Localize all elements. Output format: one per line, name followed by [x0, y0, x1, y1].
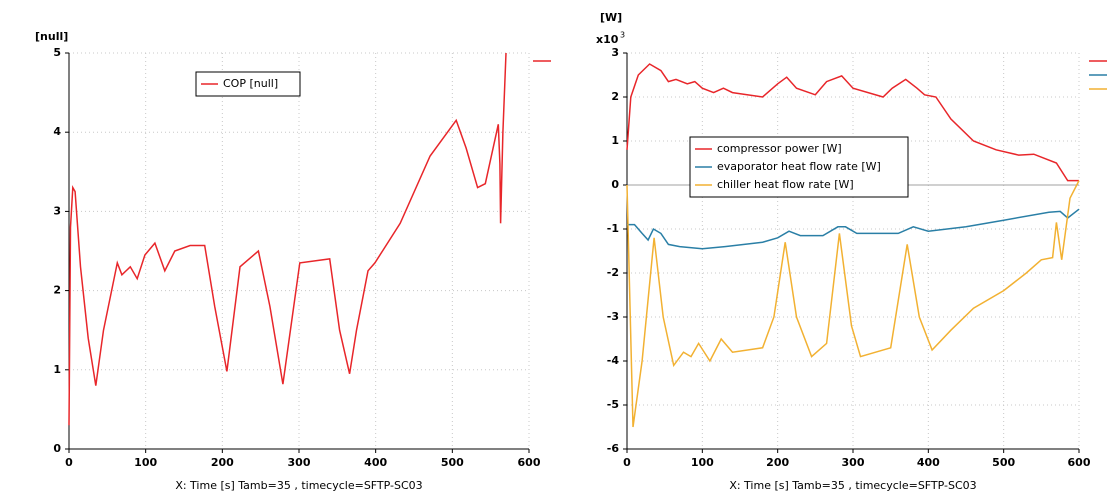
x-tick-label: 100	[134, 456, 157, 469]
x-tick-label: 400	[917, 456, 940, 469]
y-tick-label: 0	[611, 178, 619, 191]
data-line	[626, 180, 1080, 428]
y-tick-label: 3	[611, 46, 619, 59]
legend-label: compressor power [W]	[717, 142, 842, 155]
chart: 0 100 200 300 400 500 600 0 1 2 3 4 5 [null] X: Time […	[35, 30, 551, 492]
y-tick-label: -3	[607, 310, 619, 323]
y-multiplier: x10	[596, 33, 619, 46]
y-tick-label: -1	[607, 222, 619, 235]
legend-label: chiller heat flow rate [W]	[717, 178, 854, 191]
x-tick-label: 300	[842, 456, 865, 469]
y-tick-label: 3	[53, 204, 61, 217]
y-tick-label: 2	[53, 284, 61, 297]
x-tick-label: 400	[364, 456, 387, 469]
y-tick-label: -6	[607, 442, 620, 455]
legend-label: COP [null]	[223, 77, 278, 90]
x-tick-label: 600	[518, 456, 541, 469]
data-line	[626, 63, 1079, 182]
y-exponent: 3	[620, 31, 625, 40]
y-tick-label: 5	[53, 46, 61, 59]
y-tick-label: 4	[53, 125, 61, 138]
y-tick-label: 1	[53, 363, 61, 376]
legend-label: evaporator heat flow rate [W]	[717, 160, 881, 173]
y-tick-label: 0	[53, 442, 61, 455]
x-tick-label: 200	[211, 456, 234, 469]
x-axis-label: X: Time [s] Tamb=35 , timecycle=SFTP-SC0…	[175, 479, 422, 492]
y-tick-label: -4	[607, 354, 620, 367]
x-tick-label: 0	[65, 456, 73, 469]
y-tick-label: 2	[611, 90, 619, 103]
x-axis-label: X: Time [s] Tamb=35 , timecycle=SFTP-SC0…	[729, 479, 976, 492]
x-tick-label: 300	[288, 456, 311, 469]
y-tick-label: -2	[607, 266, 619, 279]
x-tick-label: 500	[992, 456, 1015, 469]
x-tick-label: 200	[766, 456, 789, 469]
data-line	[627, 208, 1080, 250]
data-line	[68, 52, 507, 426]
chart: 0 100 200 300 400 500 600 -6 -5 -4 -3 -2 -1 0 1 2 3 [W] x1…	[596, 11, 1107, 492]
x-tick-label: 0	[623, 456, 631, 469]
y-axis-label: [W]	[600, 11, 622, 24]
x-tick-label: 500	[441, 456, 464, 469]
x-tick-label: 600	[1068, 456, 1091, 469]
x-tick-label: 100	[691, 456, 714, 469]
y-axis-label: [null]	[35, 30, 68, 43]
y-tick-label: -5	[607, 398, 619, 411]
legend-box	[689, 136, 909, 198]
y-tick-label: 1	[611, 134, 619, 147]
